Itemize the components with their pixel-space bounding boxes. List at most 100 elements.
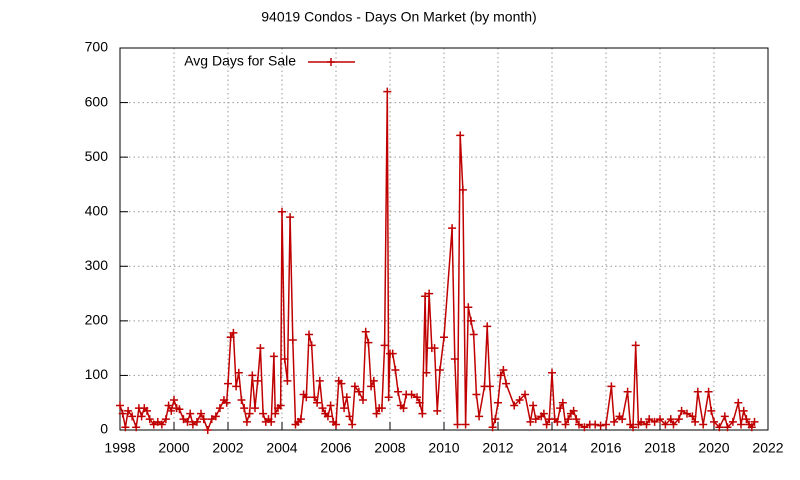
point <box>116 401 124 410</box>
point <box>164 401 173 410</box>
point <box>645 415 654 424</box>
point <box>491 415 500 424</box>
point <box>556 404 565 413</box>
point <box>318 404 327 413</box>
point <box>278 207 286 216</box>
point <box>596 421 605 430</box>
point <box>161 415 170 424</box>
point <box>203 426 212 434</box>
point <box>558 398 567 407</box>
point <box>750 417 759 426</box>
point <box>734 398 743 407</box>
point <box>240 404 249 413</box>
x-tick-label: 2020 <box>698 440 729 456</box>
x-tick-label: 2004 <box>266 440 297 456</box>
point <box>683 409 691 418</box>
y-tick-label: 600 <box>85 93 109 109</box>
y-tick-label: 700 <box>85 39 109 55</box>
point <box>364 338 373 347</box>
point <box>286 213 295 222</box>
y-tick-label: 300 <box>85 257 109 273</box>
point <box>302 393 311 402</box>
point <box>747 423 756 432</box>
point <box>259 409 268 418</box>
point <box>183 417 192 426</box>
point <box>548 368 556 377</box>
x-tick-label: 2010 <box>428 440 459 456</box>
point <box>688 412 697 421</box>
point <box>610 417 619 426</box>
point <box>326 401 335 410</box>
point <box>661 420 670 429</box>
point <box>145 415 154 424</box>
point <box>453 420 462 429</box>
point <box>421 292 430 301</box>
point <box>629 423 637 432</box>
point <box>384 393 393 402</box>
point <box>693 387 702 396</box>
point <box>483 322 492 331</box>
point <box>143 406 151 415</box>
point <box>580 423 589 432</box>
point <box>253 376 262 385</box>
point <box>674 415 683 424</box>
point <box>248 371 257 380</box>
point <box>515 395 524 404</box>
point <box>602 420 610 429</box>
point <box>494 398 502 407</box>
point <box>607 382 616 391</box>
point <box>430 344 439 353</box>
point <box>472 390 481 399</box>
point <box>211 412 220 421</box>
point <box>715 423 724 432</box>
point <box>305 330 313 339</box>
point <box>188 420 197 429</box>
point <box>232 382 241 391</box>
point <box>380 341 389 350</box>
point <box>234 368 243 377</box>
point <box>618 415 627 424</box>
point <box>132 423 141 432</box>
point <box>710 417 718 426</box>
point <box>415 398 424 407</box>
point <box>553 417 562 426</box>
point <box>323 412 332 421</box>
point <box>499 365 508 374</box>
point <box>354 387 363 396</box>
point <box>631 341 640 350</box>
point <box>283 376 292 385</box>
x-tick-label: 2014 <box>536 440 567 456</box>
point <box>383 87 392 96</box>
point <box>121 423 130 432</box>
point <box>704 387 713 396</box>
point <box>448 224 457 233</box>
point <box>242 417 251 426</box>
y-tick-label: 100 <box>85 366 109 382</box>
x-tick-label: 2000 <box>158 440 189 456</box>
point <box>267 417 276 426</box>
point <box>461 420 470 429</box>
point <box>469 330 478 339</box>
x-tick-label: 2008 <box>374 440 405 456</box>
point <box>526 417 535 426</box>
point <box>372 409 381 418</box>
x-tick-label: 2012 <box>482 440 513 456</box>
point <box>666 415 675 424</box>
point <box>313 398 322 407</box>
point <box>345 412 354 421</box>
point <box>157 420 166 429</box>
point <box>422 368 431 377</box>
point <box>669 420 678 429</box>
point <box>377 404 386 413</box>
point <box>691 417 700 426</box>
point <box>207 415 216 424</box>
point <box>170 395 178 404</box>
point <box>650 417 659 426</box>
point <box>464 303 473 312</box>
point <box>361 327 370 336</box>
point <box>485 382 494 391</box>
y-tick-label: 400 <box>85 202 109 218</box>
point <box>737 420 745 429</box>
